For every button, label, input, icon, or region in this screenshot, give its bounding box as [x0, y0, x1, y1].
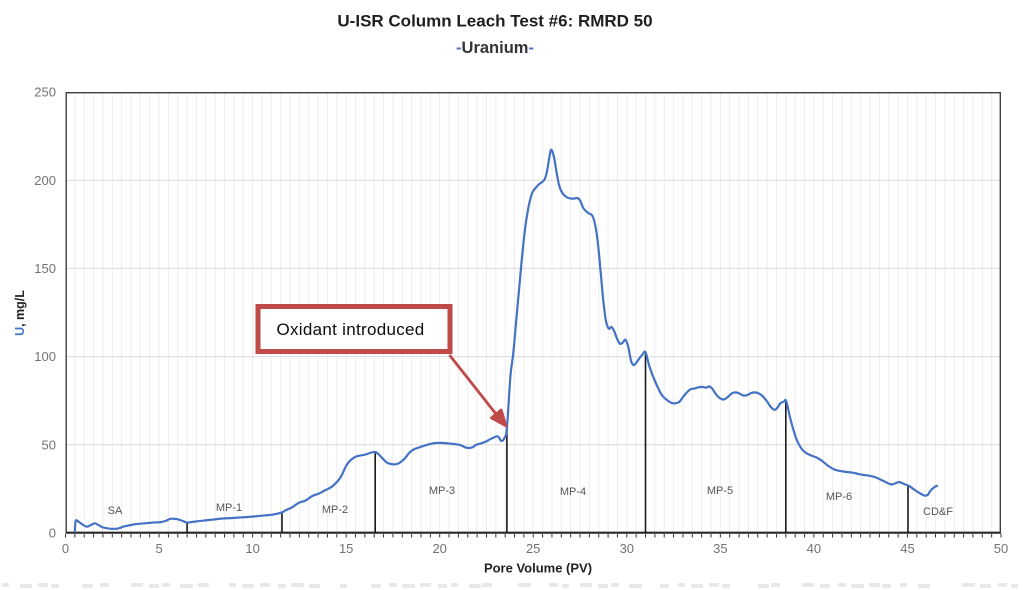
- svg-text:200: 200: [34, 173, 56, 188]
- svg-text:45: 45: [900, 541, 914, 556]
- svg-text:35: 35: [713, 541, 727, 556]
- svg-text:40: 40: [807, 541, 821, 556]
- svg-text:Pore Volume (PV): Pore Volume (PV): [484, 561, 592, 576]
- svg-text:0: 0: [62, 541, 69, 556]
- svg-text:15: 15: [339, 541, 353, 556]
- svg-text:MP-6: MP-6: [826, 491, 852, 503]
- svg-text:50: 50: [994, 541, 1008, 556]
- svg-text:MP-2: MP-2: [322, 504, 348, 516]
- svg-text:5: 5: [155, 541, 162, 556]
- svg-text:25: 25: [526, 541, 540, 556]
- svg-text:20: 20: [432, 541, 446, 556]
- svg-text:MP-1: MP-1: [216, 502, 242, 514]
- svg-text:SA: SA: [108, 505, 123, 517]
- svg-text:Oxidant introduced: Oxidant introduced: [276, 320, 424, 339]
- svg-text:MP-5: MP-5: [707, 485, 733, 497]
- svg-text:0: 0: [49, 526, 56, 541]
- svg-text:150: 150: [34, 261, 56, 276]
- svg-text:U-ISR Column Leach Test #6: RM: U-ISR Column Leach Test #6: RMRD 50: [337, 12, 652, 31]
- svg-text:30: 30: [620, 541, 634, 556]
- svg-text:50: 50: [42, 437, 56, 452]
- svg-text:100: 100: [34, 349, 56, 364]
- svg-text:MP-3: MP-3: [429, 485, 455, 497]
- svg-text:10: 10: [245, 541, 259, 556]
- svg-text:U, mg/L: U, mg/L: [13, 290, 27, 336]
- svg-text:CD&F: CD&F: [923, 506, 953, 518]
- svg-text:MP-4: MP-4: [560, 486, 586, 498]
- svg-text:-Uranium-: -Uranium-: [456, 39, 534, 57]
- svg-text:250: 250: [34, 85, 56, 100]
